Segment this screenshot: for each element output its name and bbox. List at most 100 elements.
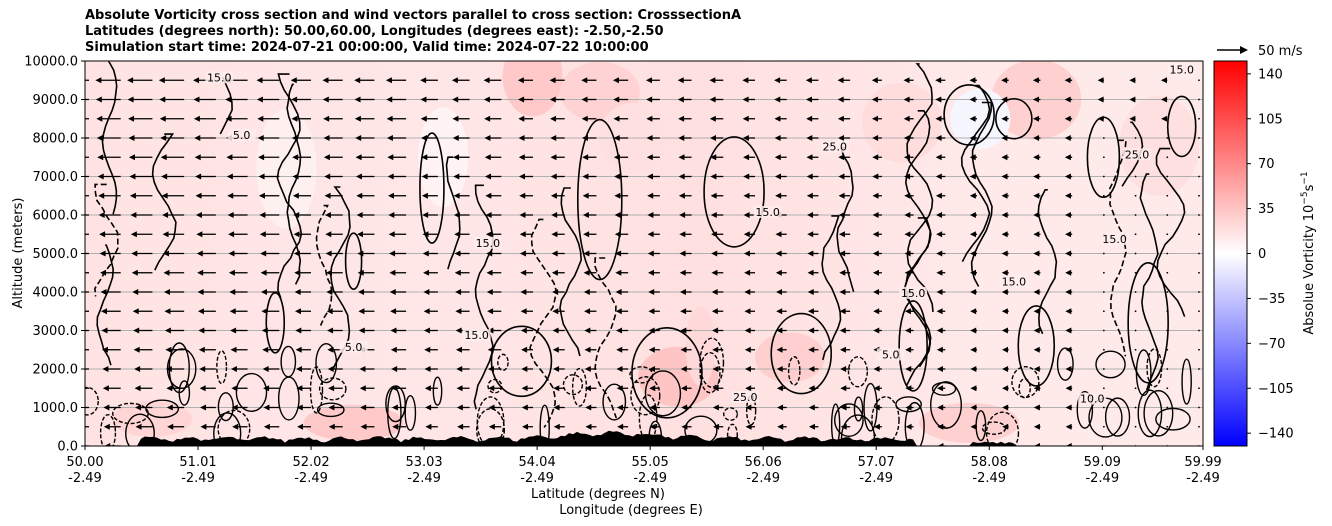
wind-vector-head bbox=[262, 366, 269, 372]
x-tick-label-lat: 55.05 bbox=[632, 455, 669, 470]
wind-vector-head bbox=[585, 423, 592, 430]
wind-vector-head bbox=[840, 366, 847, 372]
wind-vector-head bbox=[806, 173, 813, 180]
wind-vector-head bbox=[553, 366, 560, 372]
wind-vector-head bbox=[64, 77, 70, 83]
wind-vector-head bbox=[1161, 77, 1168, 84]
wind-vector-head bbox=[584, 308, 591, 315]
wind-vector-head bbox=[711, 269, 718, 276]
wind-vector-head bbox=[1033, 135, 1040, 141]
wind-vector-head bbox=[72, 424, 78, 430]
wind-vector-head bbox=[712, 327, 719, 334]
contour-label-bg bbox=[205, 71, 234, 84]
wind-vector-head bbox=[969, 77, 976, 84]
wind-vector-head bbox=[359, 366, 366, 372]
contour-label-bg bbox=[473, 236, 502, 249]
wind-vector-head bbox=[937, 443, 944, 446]
wind-vector-head bbox=[231, 404, 238, 411]
wind-vector-head bbox=[328, 385, 335, 392]
wind-vector-head bbox=[97, 173, 104, 180]
plot-area: 15.0 5.0 15.0 5.0 15.0 15.0 25.0 5.0 15.0 15.0 15.… bbox=[64, 61, 1203, 446]
x-tick-label-lat: 59.99 bbox=[1184, 455, 1221, 470]
wind-vector-head bbox=[551, 231, 558, 238]
contour-loop-low bbox=[280, 345, 297, 378]
wind-vector-dot bbox=[1134, 368, 1137, 370]
contour-label: 10.0 bbox=[1080, 393, 1105, 406]
wind-vector-head bbox=[101, 346, 108, 353]
wind-vector-head bbox=[519, 250, 526, 257]
wind-vector-head bbox=[225, 115, 232, 122]
wind-vector-head bbox=[166, 385, 173, 392]
wind-vector-head bbox=[231, 385, 238, 392]
wind-vector-head bbox=[807, 289, 814, 295]
wind-vector-head bbox=[1064, 173, 1071, 180]
wind-vector-head bbox=[742, 135, 749, 141]
vorticity-patch bbox=[685, 305, 716, 386]
quiver-key-arrowhead bbox=[1240, 46, 1248, 54]
wind-vector-head bbox=[1001, 115, 1008, 122]
wind-vector-head bbox=[936, 308, 943, 315]
wind-vector-head bbox=[647, 212, 654, 218]
wind-vector-head bbox=[194, 154, 201, 161]
contour-line bbox=[315, 204, 333, 326]
contour-loop-low bbox=[235, 372, 268, 412]
contour-line bbox=[904, 110, 932, 368]
contour-loop bbox=[943, 84, 995, 146]
contour-loop-low bbox=[726, 423, 738, 446]
wind-vector-head bbox=[649, 404, 656, 411]
wind-vector-head bbox=[197, 269, 204, 276]
wind-vector-head bbox=[872, 269, 879, 276]
wind-vector-head bbox=[521, 385, 528, 392]
wind-vector-head bbox=[838, 231, 845, 238]
wind-vector-head bbox=[257, 135, 264, 141]
wind-vector-head bbox=[649, 366, 656, 372]
wind-vector-head bbox=[872, 173, 879, 180]
wind-vector-head bbox=[356, 231, 363, 238]
colorbar-label-unit-exponent: −1 bbox=[1300, 171, 1310, 184]
wind-vector-head bbox=[936, 346, 943, 353]
wind-vector-head bbox=[327, 366, 334, 372]
wind-vector-head bbox=[129, 173, 136, 180]
wind-vector-head bbox=[935, 77, 942, 84]
wind-vector-head bbox=[681, 404, 688, 411]
vorticity-patch bbox=[919, 402, 1020, 443]
contour-loop bbox=[1127, 261, 1169, 384]
wind-vector-head bbox=[294, 289, 301, 295]
wind-vector-head bbox=[258, 154, 265, 161]
wind-vector-head bbox=[261, 327, 268, 334]
wind-vector-head bbox=[355, 135, 362, 141]
colorbar-tick-label: 0 bbox=[1258, 247, 1266, 262]
wind-vector-head bbox=[615, 250, 622, 257]
wind-vector-head bbox=[296, 366, 303, 372]
wind-vector-head bbox=[127, 77, 134, 84]
wind-vector-head bbox=[969, 250, 976, 257]
wind-vector-head bbox=[297, 423, 304, 430]
wind-vector-head bbox=[872, 154, 879, 161]
wind-vector-head bbox=[872, 192, 879, 199]
wind-vector-head bbox=[161, 192, 168, 199]
wind-vector-head bbox=[387, 154, 394, 161]
wind-vector-head bbox=[296, 404, 303, 411]
wind-vector-head bbox=[969, 154, 976, 161]
wind-vector-head bbox=[163, 269, 170, 276]
wind-vector-head bbox=[200, 404, 207, 411]
wind-vector-head bbox=[549, 77, 556, 84]
wind-vector-head bbox=[937, 385, 944, 392]
wind-vector-head bbox=[453, 173, 460, 180]
x-tick-label-lat: 57.07 bbox=[858, 455, 895, 470]
wind-vector-head bbox=[68, 270, 74, 276]
wind-vector-head bbox=[259, 212, 266, 218]
wind-vector-head bbox=[582, 192, 589, 199]
wind-vector-head bbox=[357, 250, 364, 257]
wind-vector-head bbox=[745, 366, 752, 372]
wind-vector-head bbox=[645, 77, 652, 84]
vorticity-patch bbox=[861, 82, 942, 163]
contour-line bbox=[594, 257, 618, 419]
vorticity-patch bbox=[502, 61, 563, 117]
wind-vector-head bbox=[1065, 289, 1072, 295]
x-tick-label-lat: 56.06 bbox=[745, 455, 782, 470]
wind-vector-dot bbox=[1198, 291, 1200, 293]
wind-vector-dot bbox=[1166, 329, 1169, 332]
wind-vector-head bbox=[356, 212, 363, 218]
y-tick-label: 10000.0 bbox=[24, 55, 78, 70]
